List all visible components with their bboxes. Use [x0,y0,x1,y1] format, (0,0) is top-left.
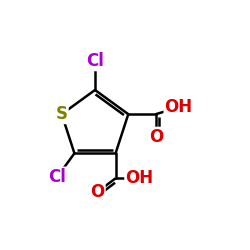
Text: O: O [90,183,105,201]
Text: Cl: Cl [48,168,66,186]
Text: O: O [149,128,163,146]
Text: OH: OH [164,98,192,116]
Text: OH: OH [125,169,154,187]
Text: Cl: Cl [86,52,104,70]
Text: S: S [56,105,68,123]
